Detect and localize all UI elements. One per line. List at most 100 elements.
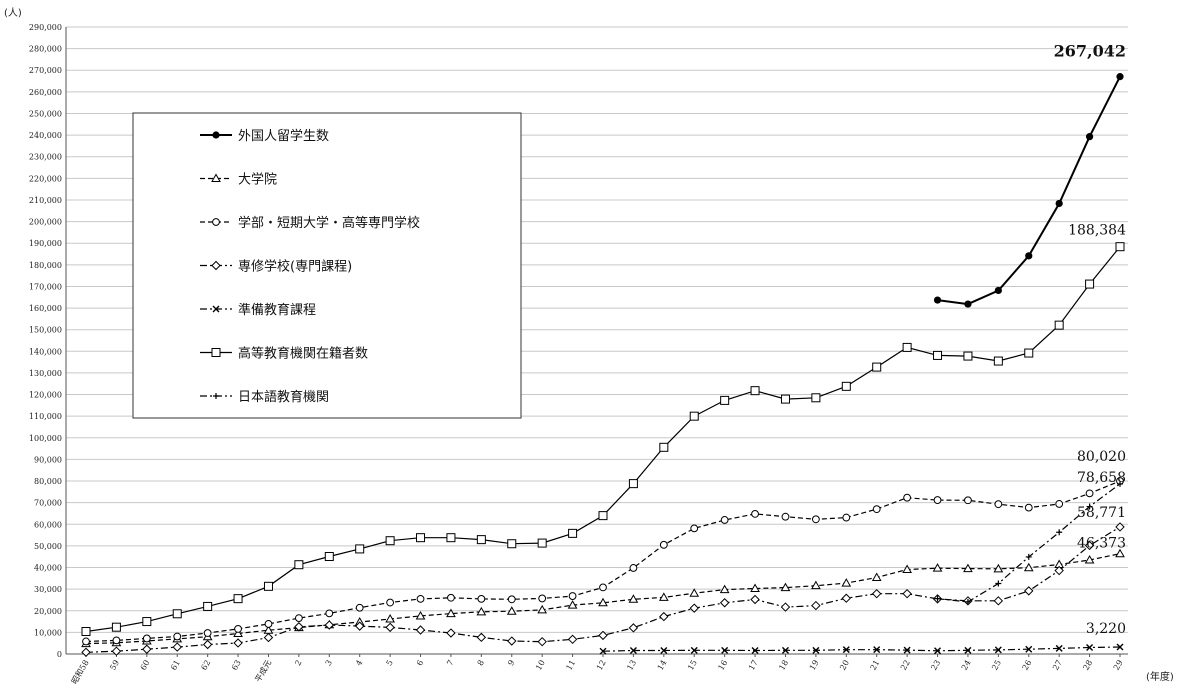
x-tick-label: 5 (385, 659, 395, 668)
data-point (1084, 540, 1095, 551)
x-axis-unit: (年度) (1146, 670, 1174, 683)
data-point (628, 594, 639, 603)
x-tick-label: 7 (445, 659, 455, 668)
data-point (750, 594, 760, 605)
x-tick-label: 28 (1081, 659, 1094, 672)
data-point (750, 583, 760, 592)
data-point (841, 593, 852, 603)
data-point (964, 496, 972, 505)
x-tick-label: 24 (960, 659, 973, 672)
data-point (1054, 565, 1064, 576)
data-point (659, 442, 669, 452)
data-point (842, 513, 851, 522)
end-value-label: 78,658 (1077, 470, 1126, 486)
legend-label: 高等教育機関在籍者数 (238, 346, 368, 362)
legend-label: 専修学校(専門課程) (238, 259, 352, 275)
end-value-label: 80,020 (1077, 449, 1126, 465)
legend-label: 大学院 (238, 172, 277, 188)
data-point (993, 563, 1004, 573)
x-tick-label: 6 (415, 659, 425, 668)
data-point (781, 512, 790, 521)
data-point (995, 580, 1002, 587)
data-point (264, 620, 273, 628)
x-tick-label: 27 (1051, 659, 1064, 672)
y-tick-label: 0 (57, 650, 62, 659)
y-tick-label: 150,000 (29, 326, 62, 335)
data-point (719, 598, 730, 608)
series-line (85, 553, 1121, 645)
data-point (477, 594, 486, 603)
data-point (234, 625, 242, 633)
data-point (506, 606, 517, 615)
series-0 (933, 73, 1124, 308)
data-point (902, 342, 912, 352)
data-point (567, 600, 578, 609)
data-point (111, 622, 121, 632)
x-tick-label: 14 (656, 659, 669, 672)
data-point (902, 564, 912, 573)
data-point (294, 560, 304, 570)
data-point (963, 351, 973, 361)
x-tick-label: 9 (506, 659, 516, 668)
legend-item: 準備教育課程 (200, 302, 316, 318)
data-point (446, 533, 456, 543)
data-point (781, 646, 789, 654)
data-point (628, 623, 639, 633)
x-tick-label: 25 (990, 659, 1003, 672)
data-point (598, 630, 608, 641)
data-point (934, 595, 941, 602)
data-point (142, 617, 152, 627)
x-tick-label: 15 (686, 659, 699, 672)
data-point (750, 386, 760, 396)
y-axis-unit: (人) (4, 7, 22, 19)
x-tick-label: 62 (199, 659, 212, 672)
data-point (964, 646, 972, 654)
legend-item: 学部・短期大学・高等専門学校 (200, 215, 420, 231)
series-line (85, 480, 1121, 643)
legend-item: 高等教育機関在籍者数 (200, 346, 368, 362)
y-tick-label: 270,000 (29, 66, 62, 75)
x-tick-label: 11 (564, 659, 577, 672)
legend-item: 日本語教育機関 (200, 389, 329, 405)
data-point (932, 563, 943, 572)
data-point (507, 595, 516, 604)
data-point (446, 628, 456, 638)
y-tick-label: 240,000 (29, 131, 62, 140)
data-point (416, 533, 426, 543)
data-point (82, 637, 90, 646)
data-point (994, 646, 1002, 654)
data-point (871, 572, 882, 581)
legend-item: 外国人留学生数 (200, 128, 329, 144)
data-point (172, 642, 182, 652)
data-point (1025, 553, 1032, 560)
y-tick-label: 70,000 (34, 499, 62, 508)
data-point (324, 551, 334, 561)
x-tick-label: 26 (1021, 659, 1034, 672)
series-4 (599, 643, 1124, 655)
legend-label: 日本語教育機関 (238, 389, 329, 405)
data-point (1116, 643, 1124, 651)
x-tick-label: 昭和58 (70, 659, 91, 686)
series-line (937, 76, 1121, 306)
data-point (841, 578, 852, 587)
series-6 (934, 480, 1123, 605)
data-point (213, 393, 219, 399)
legend-box (132, 112, 522, 419)
data-point (507, 636, 517, 646)
data-point (324, 620, 335, 630)
data-point (1023, 562, 1034, 572)
x-tick-label: 63 (230, 659, 243, 672)
data-point (1024, 348, 1034, 358)
data-point (203, 629, 212, 637)
data-point (233, 594, 243, 604)
data-point (211, 173, 221, 182)
data-point (812, 646, 820, 654)
data-point (871, 588, 882, 599)
x-tick-label: 19 (808, 659, 821, 672)
x-tick-label: 8 (476, 659, 486, 668)
data-point (447, 593, 455, 602)
data-point (933, 496, 942, 504)
data-point (811, 515, 820, 524)
series-line (602, 646, 1121, 652)
